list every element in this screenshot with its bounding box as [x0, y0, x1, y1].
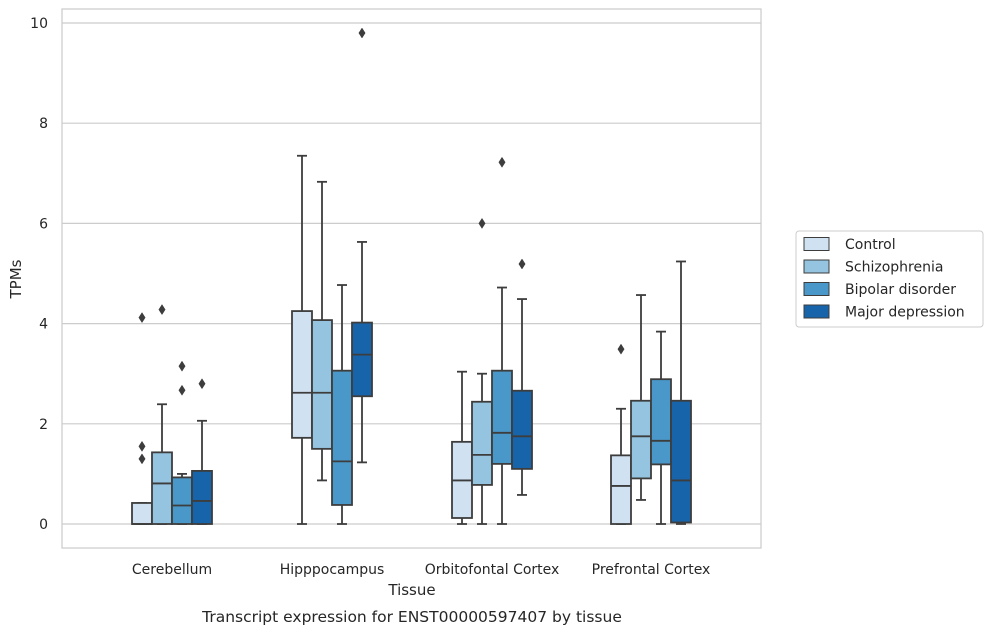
legend-swatch: [803, 282, 830, 296]
box-mark: [171, 360, 193, 525]
x-axis-ticks: Cerebellum Hipppocampus Orbitofontal Corte…: [132, 562, 710, 578]
legend-item: Major depression: [803, 304, 965, 321]
box-body: [670, 399, 692, 524]
box-mark: [151, 304, 173, 525]
box-body: [351, 321, 373, 398]
box-body: [291, 310, 313, 439]
box-body: [471, 400, 493, 486]
x-tick-label: Prefrontal Cortex: [592, 562, 711, 578]
legend-swatch: [803, 259, 830, 274]
series-control: [131, 154, 632, 525]
outlier-point: [498, 156, 506, 168]
box-body: [331, 369, 353, 506]
outlier-point: [138, 440, 146, 452]
outlier-point: [358, 27, 366, 39]
x-axis-label: Tissue: [387, 581, 435, 599]
legend-item: Bipolar disorder: [803, 282, 956, 298]
legend-swatch: [803, 237, 830, 251]
series-schizophrenia: [151, 180, 652, 525]
outlier-point: [478, 217, 486, 229]
box-mark: [311, 180, 333, 482]
box-mark: [291, 154, 313, 525]
box-body: [650, 378, 672, 466]
y-tick-label: 8: [39, 116, 48, 132]
box-body: [151, 451, 173, 525]
box-mark: [191, 378, 213, 525]
outlier-point: [178, 384, 186, 396]
box-mark: [511, 258, 533, 496]
legend-item: Control: [803, 237, 896, 253]
series-major-depression: [191, 27, 692, 525]
y-tick-label: 2: [39, 417, 48, 433]
box-series: [131, 27, 692, 525]
y-tick-label: 4: [39, 317, 48, 333]
box-mark: [650, 330, 672, 525]
legend-label: Control: [845, 237, 896, 253]
box-body: [630, 399, 652, 480]
y-axis-ticks: 0 2 4 6 8 10: [30, 16, 48, 533]
box-mark: [451, 370, 473, 525]
series-bipolar-disorder: [171, 156, 672, 525]
box-body: [311, 319, 333, 450]
legend-label: Major depression: [845, 305, 965, 321]
y-tick-label: 6: [39, 216, 48, 232]
legend-label: Schizophrenia: [845, 260, 943, 276]
outlier-point: [138, 312, 146, 324]
legend-label: Bipolar disorder: [845, 282, 956, 298]
box-mark: [131, 312, 153, 525]
x-tick-label: Hipppocampus: [280, 562, 385, 578]
box-body: [171, 476, 193, 525]
legend-frame: [795, 230, 984, 328]
y-axis-label: TPMs: [7, 259, 25, 299]
box-body: [511, 389, 533, 470]
outlier-point: [617, 343, 625, 355]
box-mark: [491, 156, 513, 525]
box-mark: [610, 343, 632, 525]
box-mark: [331, 284, 353, 525]
plot-frame: [61, 8, 762, 549]
x-tick-label: Orbitofontal Cortex: [425, 562, 560, 578]
box-body: [491, 369, 513, 465]
outlier-point: [158, 304, 166, 316]
box-mark: [471, 217, 493, 525]
y-tick-label: 0: [39, 517, 48, 533]
box-mark: [670, 260, 692, 525]
box-body: [131, 502, 153, 525]
y-tick-label: 10: [30, 16, 48, 32]
x-tick-label: Cerebellum: [132, 562, 212, 578]
box-body: [191, 469, 213, 525]
chart-caption: Transcript expression for ENST0000059740…: [201, 608, 622, 626]
box-mark: [630, 294, 652, 501]
outlier-point: [178, 360, 186, 372]
legend: Control Schizophrenia Bipolar disorder Majo…: [795, 230, 984, 328]
outlier-point: [138, 453, 146, 465]
box-body: [610, 454, 632, 525]
box-mark: [351, 27, 373, 464]
outlier-point: [198, 378, 206, 390]
legend-item: Schizophrenia: [803, 259, 943, 276]
legend-swatch: [803, 304, 830, 319]
gridlines: [62, 22, 761, 525]
outlier-point: [518, 258, 526, 270]
